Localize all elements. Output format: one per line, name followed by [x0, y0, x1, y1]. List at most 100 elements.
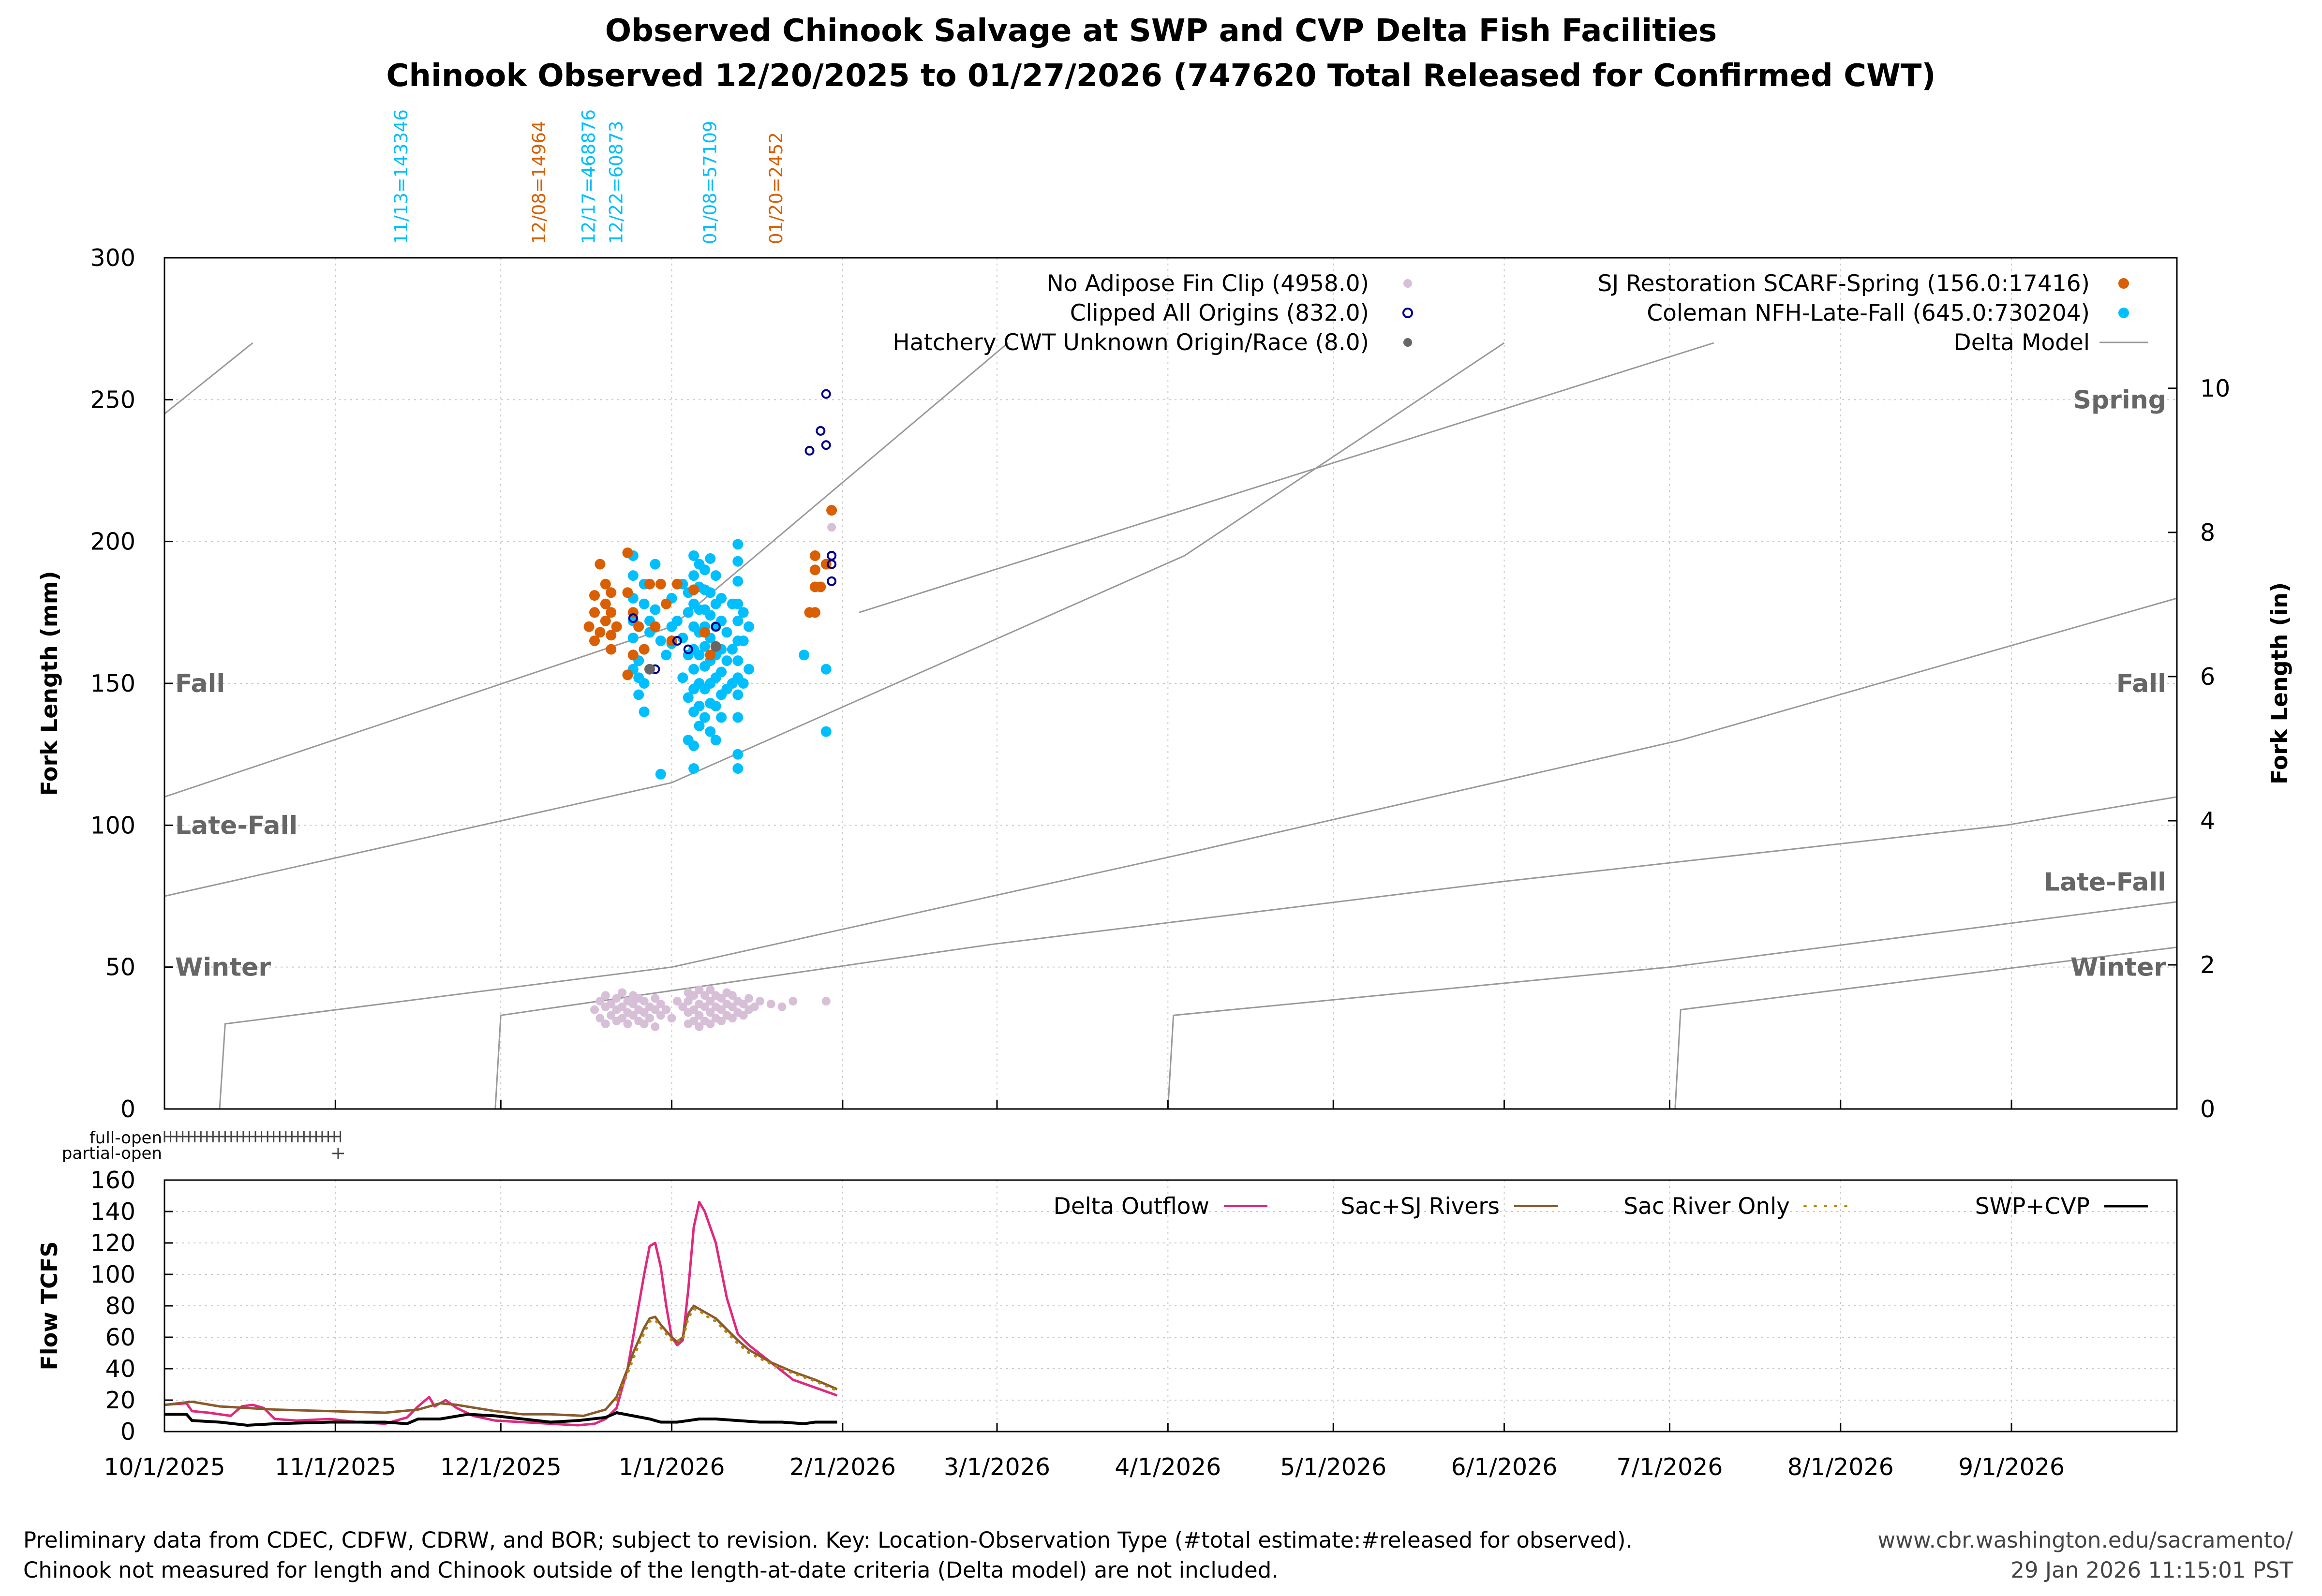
point-sj-restoration-scarf-spring-2 [589, 607, 600, 618]
release-label-1: 12/08=14964 [529, 121, 550, 244]
legend-label-unknown: Hatchery CWT Unknown Origin/Race (8.0) [893, 329, 1369, 356]
main-y2tick-label-5: 10 [2200, 375, 2230, 402]
point-coleman-nfh-late-fall-91 [732, 615, 744, 626]
gate-full-open-label: full-open [89, 1128, 162, 1148]
point-no-adipose-fin-clip-78 [821, 997, 831, 1006]
point-no-adipose-fin-clip-43 [689, 991, 699, 1000]
point-coleman-nfh-late-fall-1 [627, 570, 639, 581]
main-ytick-label-2: 100 [90, 812, 135, 839]
point-no-adipose-fin-clip-26 [645, 1014, 654, 1023]
release-labels: 11/13=143346 12/08=14964 12/17=468876 12/22… [391, 109, 787, 244]
point-coleman-nfh-late-fall-42 [688, 740, 700, 752]
flow-lines [164, 1201, 838, 1427]
point-clipped-all-origins-4 [711, 621, 721, 632]
point-sj-restoration-scarf-spring-18 [627, 650, 639, 661]
point-no-adipose-fin-clip-65 [728, 1002, 737, 1011]
point-coleman-nfh-late-fall-74 [710, 735, 721, 746]
point-no-adipose-fin-clip-31 [656, 1011, 665, 1020]
footer-url[interactable]: www.cbr.washington.edu/sacramento/ [1877, 1527, 2293, 1553]
point-coleman-nfh-late-fall-61 [705, 587, 716, 598]
point-sj-restoration-scarf-spring-12 [606, 644, 617, 655]
flow-ytick-label-2: 40 [105, 1355, 135, 1383]
point-coleman-nfh-late-fall-67 [705, 726, 716, 737]
point-clipped-all-origins-11 [827, 576, 837, 586]
point-clipped-all-origins-6 [816, 426, 826, 436]
point-sj-restoration-scarf-spring-19 [633, 621, 644, 632]
point-sj-restoration-scarf-spring-6 [600, 578, 611, 590]
point-coleman-nfh-late-fall-80 [716, 712, 727, 723]
point-no-adipose-fin-clip-66 [728, 991, 737, 1000]
point-no-adipose-fin-clip-12 [618, 1002, 626, 1011]
flow-xtick-label-3: 1/1/2026 [619, 1453, 725, 1481]
release-label-2: 12/17=468876 [579, 109, 599, 244]
point-coleman-nfh-late-fall-4 [627, 633, 639, 644]
point-sj-restoration-scarf-spring-11 [606, 630, 617, 641]
point-coleman-nfh-late-fall-97 [732, 749, 744, 760]
flow-xtick-label-6: 4/1/2026 [1115, 1453, 1221, 1481]
point-coleman-nfh-late-fall-106 [820, 726, 832, 737]
point-sj-restoration-scarf-spring-7 [600, 598, 611, 609]
point-coleman-nfh-late-fall-20 [655, 635, 666, 646]
point-coleman-nfh-late-fall-17 [650, 559, 661, 570]
point-no-adipose-fin-clip-50 [700, 991, 709, 1000]
point-coleman-nfh-late-fall-19 [655, 768, 666, 780]
point-no-adipose-fin-clip-77 [789, 997, 798, 1006]
point-coleman-nfh-late-fall-81 [721, 627, 732, 638]
point-no-adipose-fin-clip-42 [689, 1005, 699, 1014]
footer-timestamp: 29 Jan 2026 11:15:01 PST [2010, 1557, 2293, 1583]
point-no-adipose-fin-clip-39 [684, 997, 693, 1006]
point-coleman-nfh-late-fall-90 [732, 598, 744, 609]
point-coleman-nfh-late-fall-35 [688, 570, 700, 581]
point-coleman-nfh-late-fall-50 [694, 700, 705, 711]
point-coleman-nfh-late-fall-10 [639, 706, 650, 717]
point-no-adipose-fin-clip-14 [623, 1020, 632, 1028]
delta-model-curve-3 [164, 342, 1505, 897]
point-sj-restoration-scarf-spring-35 [809, 607, 820, 618]
point-coleman-nfh-late-fall-93 [732, 655, 744, 666]
point-coleman-nfh-late-fall-43 [688, 763, 700, 774]
point-coleman-nfh-late-fall-85 [727, 644, 738, 655]
main-ytick-label-5: 250 [90, 386, 135, 414]
flow-ytick-label-5: 100 [90, 1261, 135, 1288]
chart-title-line2: Chinook Observed 12/20/2025 to 01/27/202… [386, 58, 1935, 94]
point-no-adipose-fin-clip-59 [717, 1005, 726, 1014]
point-sj-restoration-scarf-spring-4 [595, 559, 606, 570]
release-label-0: 11/13=143346 [391, 109, 412, 244]
flow-xtick-label-0: 10/1/2025 [104, 1453, 225, 1481]
point-coleman-nfh-late-fall-13 [639, 598, 650, 609]
flow-xtick-label-7: 5/1/2026 [1280, 1453, 1386, 1481]
point-no-adipose-fin-clip-58 [717, 1017, 726, 1026]
point-coleman-nfh-late-fall-78 [716, 666, 727, 678]
footer-note-line2: Chinook not measured for length and Chin… [23, 1557, 1279, 1583]
flow-xtick-label-8: 6/1/2026 [1451, 1453, 1557, 1481]
chart-title-line1: Observed Chinook Salvage at SWP and CVP … [605, 13, 1717, 49]
point-no-adipose-fin-clip-2 [595, 997, 605, 1006]
flow-line-swp-cvp [164, 1411, 837, 1427]
legend-marker-unknown [1403, 338, 1412, 347]
legend-label-coleman: Coleman NFH-Late-Fall (645.0:730204) [1647, 300, 2090, 326]
point-coleman-nfh-late-fall-60 [705, 553, 716, 564]
main-ytick-label-4: 200 [90, 528, 135, 556]
flow-ytick-label-6: 120 [90, 1229, 135, 1257]
point-sj-restoration-scarf-spring-1 [589, 635, 600, 646]
point-no-adipose-fin-clip-11 [618, 1014, 626, 1023]
point-no-adipose-fin-clip-25 [640, 997, 649, 1006]
point-clipped-all-origins-0 [628, 613, 638, 623]
point-hatchery-cwt-unknown-origin-race-1 [710, 641, 721, 652]
footer-note-line1: Preliminary data from CDEC, CDFW, CDRW, … [23, 1527, 1633, 1553]
point-no-adipose-fin-clip-76 [777, 1002, 787, 1011]
point-coleman-nfh-late-fall-98 [732, 763, 744, 774]
point-hatchery-cwt-unknown-origin-race-0 [644, 664, 655, 675]
point-coleman-nfh-late-fall-82 [721, 655, 732, 666]
point-clipped-all-origins-8 [821, 440, 831, 450]
point-sj-restoration-scarf-spring-8 [600, 615, 611, 626]
legend-marker-no-adipose [1403, 279, 1412, 288]
point-no-adipose-fin-clip-74 [755, 997, 764, 1006]
point-no-adipose-fin-clip-35 [672, 997, 682, 1006]
point-no-adipose-fin-clip-30 [651, 994, 660, 1003]
point-coleman-nfh-late-fall-25 [671, 615, 683, 626]
flow-xtick-label-5: 3/1/2026 [944, 1453, 1050, 1481]
point-sj-restoration-scarf-spring-14 [622, 547, 633, 559]
